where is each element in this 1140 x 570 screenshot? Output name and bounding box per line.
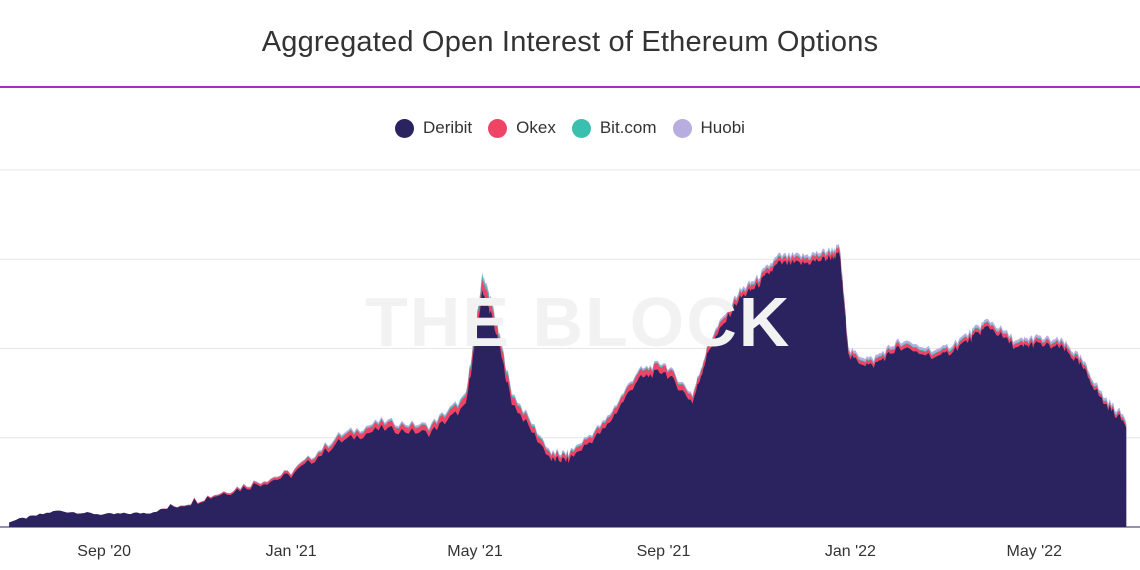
legend-label-huobi: Huobi xyxy=(700,118,745,137)
chart-legend: Deribit Okex Bit.com Huobi xyxy=(0,118,1140,138)
x-tick-label: Jan '22 xyxy=(824,543,876,560)
legend-label-okex: Okex xyxy=(516,118,556,137)
legend-label-bitcom: Bit.com xyxy=(599,118,657,137)
series-areas xyxy=(9,243,1127,527)
area-deribit xyxy=(9,251,1127,527)
title-divider xyxy=(0,86,1140,88)
chart-title: Aggregated Open Interest of Ethereum Opt… xyxy=(261,26,879,58)
x-tick-label: Sep '21 xyxy=(636,543,691,560)
legend-item-huobi[interactable]: Huobi xyxy=(672,118,745,138)
x-tick-label: Sep '20 xyxy=(77,543,132,560)
x-tick-label: Jan '21 xyxy=(265,543,317,560)
legend-swatch-huobi xyxy=(672,118,692,138)
legend-swatch-deribit xyxy=(395,118,415,138)
x-tick-label: May '22 xyxy=(1006,543,1063,560)
legend-item-deribit[interactable]: Deribit xyxy=(395,118,472,138)
legend-swatch-okex xyxy=(488,118,508,138)
legend-swatch-bitcom xyxy=(571,118,591,138)
legend-label-deribit: Deribit xyxy=(423,118,473,137)
legend-item-bitcom[interactable]: Bit.com xyxy=(571,118,657,138)
x-tick-label: May '21 xyxy=(447,543,503,560)
legend-item-okex[interactable]: Okex xyxy=(488,118,556,138)
